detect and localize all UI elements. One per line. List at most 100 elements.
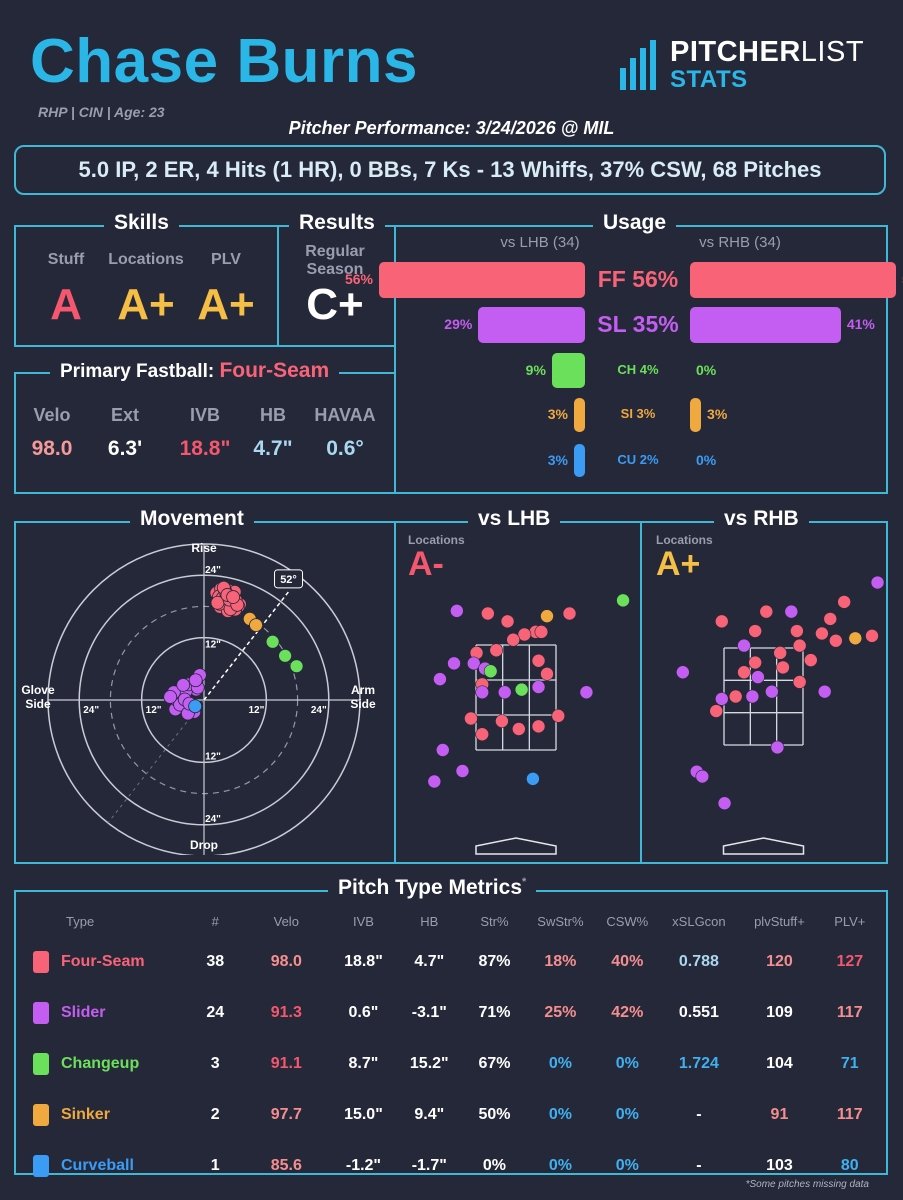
metrics-type-cell: Changeup bbox=[32, 1038, 188, 1089]
fastball-metric-label: Ext bbox=[110, 405, 139, 425]
location-point bbox=[514, 682, 529, 697]
rhb-locations-label: Locations bbox=[656, 533, 713, 547]
location-point bbox=[714, 614, 729, 629]
ring-label-top-24: 24" bbox=[205, 565, 221, 576]
fastball-metric-value: 98.0 bbox=[31, 437, 73, 460]
lhb-locations-grade: A- bbox=[408, 545, 444, 583]
metrics-cell: 0% bbox=[615, 1156, 639, 1174]
metrics-cell: 0% bbox=[482, 1156, 507, 1174]
metrics-cell: 1 bbox=[210, 1156, 220, 1174]
usage-pitch-label: SL 35% bbox=[597, 311, 679, 337]
fastball-metric-label: HAVAA bbox=[314, 405, 376, 425]
location-point bbox=[531, 653, 546, 668]
location-point bbox=[447, 656, 461, 671]
movement-point-sl bbox=[163, 689, 178, 704]
skills-divider bbox=[277, 225, 279, 347]
fastball-metric-label: HB bbox=[260, 405, 286, 425]
location-point bbox=[695, 769, 710, 784]
metrics-row: Changeup 3 91.1 8.7" 15.2" 67% 0% 0% 1.724 104 71 bbox=[32, 1038, 878, 1089]
location-point bbox=[540, 667, 554, 681]
usage-bar-rhb bbox=[690, 398, 702, 432]
location-point bbox=[616, 593, 630, 608]
metrics-cell: 0.6" bbox=[348, 1003, 379, 1021]
glove-side-label-2: Side bbox=[25, 697, 51, 711]
metrics-header-cell: HB bbox=[420, 913, 439, 929]
metrics-cell: 0% bbox=[548, 1105, 572, 1123]
home-plate bbox=[475, 837, 557, 855]
location-point bbox=[737, 638, 751, 653]
metrics-cell: - bbox=[696, 1105, 702, 1123]
usage-lhb-pct: 56% bbox=[344, 271, 373, 287]
arm-angle-label: 52° bbox=[280, 574, 297, 586]
location-point bbox=[455, 764, 470, 778]
usage-lhb-header: vs LHB (34) bbox=[500, 234, 580, 251]
metrics-cell: 71% bbox=[478, 1003, 511, 1021]
metrics-cell: 91 bbox=[770, 1105, 789, 1123]
metrics-title-text: Pitch Type Metrics bbox=[338, 876, 522, 899]
metrics-cell: -3.1" bbox=[411, 1003, 447, 1021]
metrics-header-cell: Velo bbox=[273, 913, 299, 929]
skill-label: PLV bbox=[211, 251, 241, 268]
usage-title: Usage bbox=[593, 211, 677, 235]
location-point bbox=[865, 629, 879, 643]
skill-label: Stuff bbox=[47, 251, 85, 268]
usage-bar-lhb bbox=[478, 307, 585, 343]
metrics-cell: 2 bbox=[210, 1105, 220, 1123]
fastball-box bbox=[14, 372, 396, 494]
location-point bbox=[759, 604, 774, 619]
pitch-type-name: Curveball bbox=[61, 1156, 134, 1174]
metrics-cell: 87% bbox=[478, 952, 511, 970]
pitch-color-swatch bbox=[33, 1001, 49, 1024]
fastball-metric-label: Velo bbox=[33, 405, 71, 425]
results-title: Results bbox=[289, 211, 385, 235]
metrics-cell: 67% bbox=[478, 1054, 511, 1072]
glove-side-label-1: Glove bbox=[21, 683, 55, 697]
location-point bbox=[475, 685, 489, 700]
ring-label-left-24: 24" bbox=[83, 705, 99, 716]
location-point bbox=[790, 624, 804, 638]
metrics-cell: 18.8" bbox=[344, 952, 383, 970]
metrics-header-cell: CSW% bbox=[606, 913, 649, 929]
results-grade: C+ bbox=[306, 280, 364, 329]
ring-label-right-24: 24" bbox=[311, 705, 327, 716]
location-point bbox=[526, 772, 540, 786]
metrics-header-cell: plvStuff+ bbox=[754, 913, 805, 929]
movement-point-sl bbox=[188, 673, 203, 688]
metrics-cell: 91.1 bbox=[270, 1054, 302, 1072]
usage-lhb-pct: 29% bbox=[444, 316, 473, 332]
metrics-row: Four-Seam 38 98.0 18.8" 4.7" 87% 18% 40% 0.788 12… bbox=[32, 936, 878, 987]
location-point bbox=[481, 606, 495, 621]
metrics-cell: 8.7" bbox=[348, 1054, 379, 1072]
metrics-cell: 0% bbox=[548, 1054, 572, 1072]
ring-label-top-12: 12" bbox=[205, 640, 221, 651]
location-point bbox=[512, 722, 526, 736]
metrics-cell: 25% bbox=[544, 1003, 577, 1021]
location-point bbox=[773, 646, 787, 660]
metrics-cell: 40% bbox=[611, 952, 644, 970]
arm-angle-line bbox=[203, 591, 290, 701]
metrics-header-row: Type # Velo IVB HB Str% SwStr% CSW% xSLGcon plvSt… bbox=[32, 906, 878, 936]
metrics-cell: -1.7" bbox=[411, 1156, 447, 1174]
metrics-row: Sinker 2 97.7 15.0" 9.4" 50% 0% 0% - 91 117 bbox=[32, 1089, 878, 1140]
metrics-cell: 0% bbox=[548, 1156, 572, 1174]
location-point bbox=[540, 609, 554, 623]
fastball-title-prefix: Primary Fastball: bbox=[60, 361, 215, 382]
usage-bar-rhb bbox=[690, 262, 896, 298]
skills-title: Skills bbox=[104, 211, 179, 235]
location-point bbox=[776, 660, 790, 675]
location-point bbox=[815, 626, 829, 641]
location-point bbox=[500, 614, 515, 629]
metrics-row: Curveball 1 85.6 -1.2" -1.7" 0% 0% 0% - 103 80 bbox=[32, 1140, 878, 1191]
pitch-type-name: Sinker bbox=[61, 1105, 110, 1123]
fastball-metric-value: 4.7" bbox=[253, 437, 293, 460]
rhb-locations-title: vs RHB bbox=[714, 507, 809, 531]
location-point bbox=[748, 624, 762, 638]
usage-bar-rhb bbox=[690, 307, 841, 343]
usage-rhb-pct: 3% bbox=[707, 406, 728, 422]
location-point bbox=[770, 740, 785, 755]
location-point bbox=[517, 627, 532, 642]
location-point bbox=[497, 685, 512, 700]
location-point bbox=[427, 774, 442, 789]
movement-point-ch bbox=[278, 648, 293, 663]
performance-title: Pitcher Performance: 3/24/2026 @ MIL bbox=[288, 118, 615, 138]
